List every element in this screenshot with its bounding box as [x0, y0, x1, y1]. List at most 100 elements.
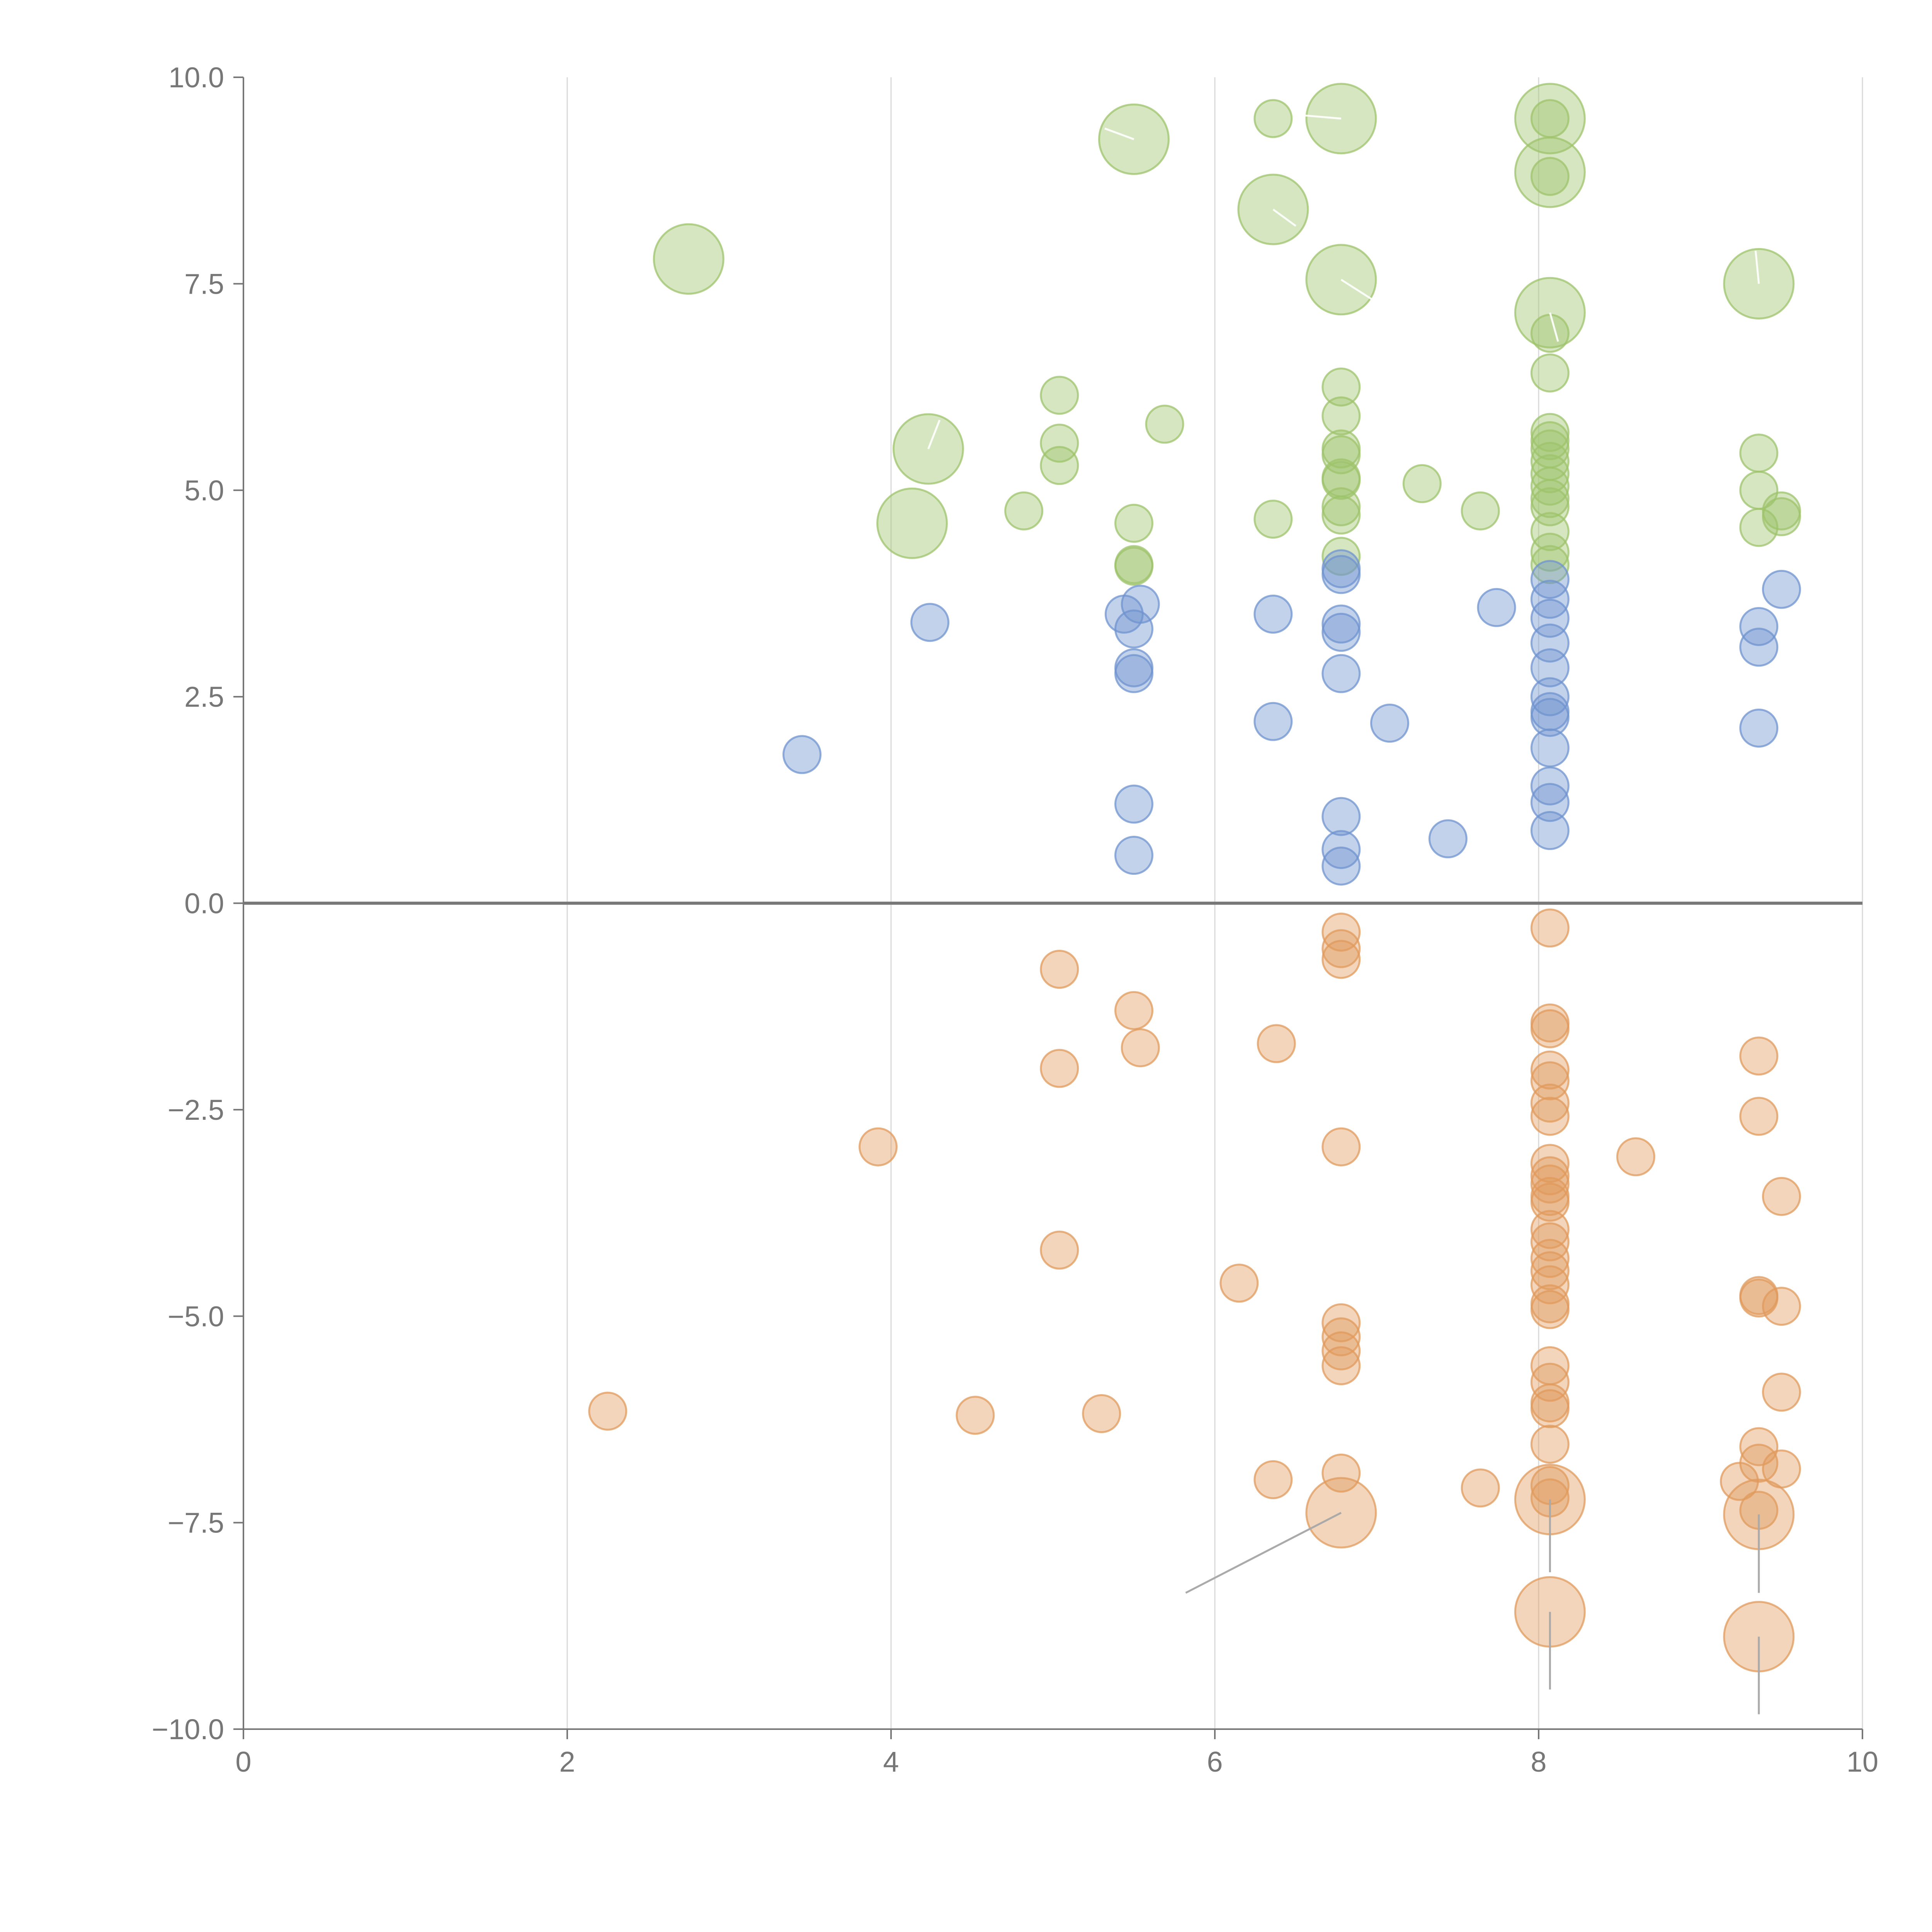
- blue-bubble: [1321, 555, 1361, 594]
- blue-bubble: [910, 603, 950, 642]
- orange-bubble: [1616, 1137, 1655, 1177]
- green-bubble: [1004, 491, 1044, 531]
- green-bubble: [1530, 157, 1570, 196]
- orange-bubble: [1739, 1097, 1779, 1136]
- orange-bubble: [1321, 1453, 1361, 1493]
- axis-layer: [233, 77, 1863, 1739]
- orange-bubble: [1040, 1230, 1079, 1270]
- green-bubble: [653, 223, 724, 295]
- orange-bubble: [1530, 1389, 1570, 1429]
- blue-bubble: [1530, 811, 1570, 850]
- y-tick-label: 7.5: [184, 268, 224, 300]
- blue-bubble: [1321, 830, 1361, 869]
- green-bubble: [1114, 503, 1153, 543]
- green-bubble: [1530, 353, 1570, 393]
- blue-bubble: [1321, 604, 1361, 644]
- x-tick-label: 2: [559, 1746, 575, 1778]
- green-bubble: [1040, 446, 1079, 485]
- green-bubble: [1530, 545, 1570, 584]
- blue-bubble: [1477, 588, 1516, 627]
- label-leader-line: [1754, 250, 1760, 284]
- green-bubble: [1040, 423, 1079, 463]
- label-leader-line: [1185, 1512, 1342, 1594]
- blue-bubble: [1428, 819, 1468, 859]
- orange-bubble: [1082, 1394, 1121, 1433]
- green-bubble: [1253, 99, 1293, 138]
- orange-bubble: [956, 1396, 995, 1435]
- blue-bubble: [1762, 570, 1801, 609]
- green-bubble: [1040, 376, 1079, 415]
- orange-bubble: [1114, 991, 1153, 1030]
- x-tick-label: 0: [235, 1746, 251, 1778]
- blue-bubble: [1530, 560, 1570, 599]
- green-bubble: [1321, 367, 1361, 407]
- green-bubble: [1321, 495, 1361, 535]
- orange-bubble: [1530, 1083, 1570, 1123]
- label-leader-line: [1272, 208, 1296, 227]
- blue-bubble: [1530, 698, 1570, 737]
- orange-bubble: [1461, 1468, 1500, 1508]
- blue-bubble: [1114, 654, 1153, 693]
- orange-bubble: [1530, 1290, 1570, 1329]
- y-tick-label: 10.0: [168, 61, 224, 94]
- orange-bubble: [1739, 1278, 1779, 1318]
- blue-bubble: [1530, 728, 1570, 768]
- blue-bubble: [1321, 612, 1361, 652]
- label-leader-line: [1549, 312, 1559, 342]
- green-bubble: [1530, 421, 1570, 460]
- y-tick-label: 2.5: [184, 681, 224, 713]
- orange-bubble: [1530, 908, 1570, 948]
- y-tick-label: −2.5: [168, 1094, 224, 1126]
- orange-bubble: [1530, 1182, 1570, 1222]
- label-leader-line: [1292, 113, 1342, 120]
- orange-bubble: [1321, 1317, 1361, 1357]
- green-bubble: [1514, 83, 1586, 155]
- blue-bubble: [1530, 677, 1570, 716]
- orange-bubble: [1321, 1331, 1361, 1371]
- orange-bubble: [1530, 1050, 1570, 1090]
- orange-bubble: [1321, 912, 1361, 952]
- blue-bubble: [1321, 797, 1361, 836]
- blue-bubble: [1530, 766, 1570, 806]
- y-tick-label: 0.0: [184, 888, 224, 920]
- blue-bubble: [1114, 609, 1153, 649]
- orange-bubble: [1321, 940, 1361, 979]
- blue-bubble: [1321, 846, 1361, 886]
- green-bubble: [1145, 405, 1184, 444]
- x-tick-label: 6: [1207, 1746, 1223, 1778]
- green-bubble: [1321, 396, 1361, 435]
- x-tick-label: 8: [1531, 1746, 1546, 1778]
- blue-bubble: [1739, 628, 1779, 667]
- orange-bubble: [858, 1127, 898, 1167]
- orange-bubble: [1530, 1425, 1570, 1464]
- blue-bubble: [1530, 648, 1570, 687]
- green-bubble: [1530, 479, 1570, 518]
- orange-bubble: [1530, 1222, 1570, 1262]
- y-tick-label: −7.5: [168, 1507, 224, 1539]
- green-bubble: [1530, 99, 1570, 138]
- green-bubble: [1739, 508, 1779, 547]
- blue-bubble: [1253, 594, 1293, 634]
- orange-bubble: [588, 1391, 628, 1431]
- blue-bubble: [1739, 607, 1779, 646]
- green-bubble: [1514, 136, 1586, 208]
- blue-bubble: [1530, 783, 1570, 822]
- y-tick-label: −10.0: [152, 1713, 224, 1745]
- green-bubble: [876, 487, 948, 559]
- green-bubble: [1739, 434, 1779, 473]
- orange-bubble: [1762, 1372, 1801, 1412]
- green-bubble: [1402, 464, 1442, 503]
- orange-bubble: [1321, 1303, 1361, 1342]
- orange-bubble: [1530, 1251, 1570, 1291]
- x-tick-label: 4: [883, 1746, 899, 1778]
- green-bubble: [1114, 546, 1153, 586]
- green-bubble: [1530, 314, 1570, 353]
- orange-bubble: [1121, 1028, 1160, 1068]
- orange-bubble: [1762, 1287, 1801, 1326]
- orange-bubble: [1530, 1061, 1570, 1100]
- orange-bubble: [1321, 1346, 1361, 1385]
- orange-bubble: [1739, 1036, 1779, 1076]
- orange-bubble: [1762, 1177, 1801, 1216]
- green-bubble: [1530, 466, 1570, 506]
